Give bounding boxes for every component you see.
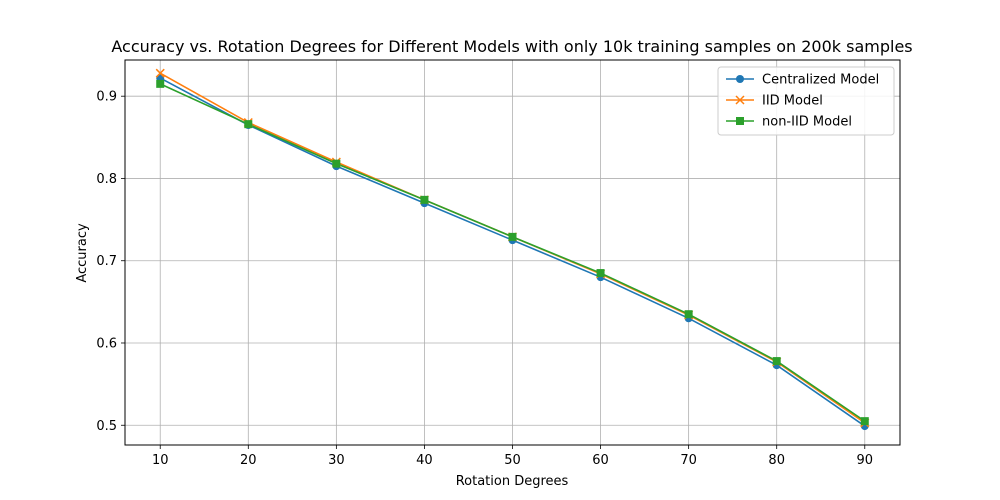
- y-tick-label: 0.5: [96, 419, 117, 434]
- legend-label-non-iid-model: non-IID Model: [762, 115, 852, 130]
- y-tick-label: 0.7: [96, 254, 117, 269]
- legend-marker-centralized-model: [736, 75, 744, 83]
- x-tick-label: 10: [152, 453, 169, 468]
- x-tick-label: 40: [416, 453, 433, 468]
- legend: Centralized Model IID Model non-IID Model: [717, 66, 895, 136]
- y-tick-label: 0.8: [96, 172, 117, 187]
- legend-label-iid-model: IID Model: [762, 94, 823, 109]
- legend-label-centralized-model: Centralized Model: [762, 73, 879, 88]
- non-iid-model-point: [508, 232, 517, 241]
- chart-title: Accuracy vs. Rotation Degrees for Differ…: [111, 37, 912, 56]
- y-tick-label: 0.9: [96, 90, 117, 105]
- x-axis-label: Rotation Degrees: [456, 474, 569, 489]
- y-tick-label: 0.6: [96, 336, 117, 351]
- non-iid-model-point: [420, 195, 429, 204]
- x-tick-label: 20: [240, 453, 257, 468]
- legend-box: [717, 66, 895, 136]
- x-tick-label: 70: [680, 453, 697, 468]
- legend-marker-iid-model: [735, 95, 745, 105]
- non-iid-model-point: [244, 120, 253, 129]
- non-iid-model-point: [684, 310, 693, 319]
- non-iid-model-point: [772, 357, 781, 366]
- x-tick-label: 60: [592, 453, 609, 468]
- x-tick-label: 30: [328, 453, 345, 468]
- iid-model-point: [155, 68, 165, 78]
- legend-marker-non-iid-model: [736, 117, 744, 125]
- series-markers: [155, 68, 870, 431]
- x-tick-label: 90: [856, 453, 873, 468]
- non-iid-model-point: [156, 79, 165, 88]
- y-axis-label: Accuracy: [75, 223, 90, 283]
- axis-ticks: 10 20 30 40 50 60 70 80 90 0.5 0.6 0.7 0.8 0.9: [96, 90, 873, 468]
- non-iid-model-point: [332, 159, 341, 168]
- non-iid-model-point: [860, 417, 869, 426]
- non-iid-model-point: [596, 269, 605, 278]
- x-tick-label: 50: [504, 453, 521, 468]
- x-tick-label: 80: [768, 453, 785, 468]
